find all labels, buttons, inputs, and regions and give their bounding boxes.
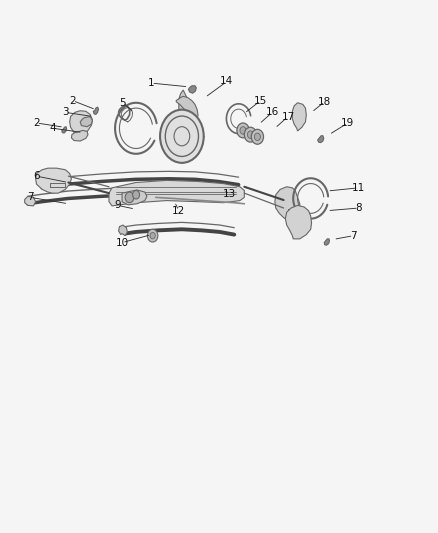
Polygon shape <box>80 117 92 127</box>
Polygon shape <box>70 111 92 136</box>
Polygon shape <box>109 180 244 206</box>
Circle shape <box>240 127 246 134</box>
Text: 12: 12 <box>172 206 185 216</box>
Text: 1: 1 <box>148 78 155 88</box>
Text: 11: 11 <box>352 183 365 193</box>
Text: 10: 10 <box>116 238 129 247</box>
Polygon shape <box>176 96 198 119</box>
Circle shape <box>237 123 249 138</box>
Circle shape <box>160 110 204 163</box>
Text: 7: 7 <box>27 192 34 203</box>
Circle shape <box>148 229 158 242</box>
Text: 15: 15 <box>254 95 267 106</box>
Polygon shape <box>93 107 99 115</box>
Text: 19: 19 <box>341 118 354 128</box>
Text: 14: 14 <box>220 77 233 86</box>
Text: 17: 17 <box>281 111 295 122</box>
Polygon shape <box>179 90 191 119</box>
Circle shape <box>150 232 155 239</box>
Text: 9: 9 <box>114 200 121 211</box>
Polygon shape <box>324 239 329 245</box>
Polygon shape <box>25 196 35 206</box>
Polygon shape <box>275 187 300 220</box>
Text: 8: 8 <box>355 203 362 213</box>
Circle shape <box>254 133 261 141</box>
Text: 3: 3 <box>62 107 69 117</box>
Polygon shape <box>62 127 67 133</box>
Polygon shape <box>318 136 324 143</box>
Polygon shape <box>119 225 127 236</box>
Text: 5: 5 <box>120 98 126 108</box>
Polygon shape <box>35 168 71 193</box>
Text: 4: 4 <box>50 123 57 133</box>
Circle shape <box>244 127 257 142</box>
Circle shape <box>247 131 254 139</box>
Text: 7: 7 <box>350 231 357 241</box>
Text: 18: 18 <box>318 96 331 107</box>
Text: 16: 16 <box>265 107 279 117</box>
Polygon shape <box>71 131 88 141</box>
Circle shape <box>125 192 134 203</box>
Polygon shape <box>122 190 147 205</box>
Circle shape <box>251 130 264 144</box>
Text: 2: 2 <box>69 95 76 106</box>
Polygon shape <box>292 103 306 131</box>
Circle shape <box>133 190 140 199</box>
Polygon shape <box>188 86 196 93</box>
Text: 6: 6 <box>33 171 40 181</box>
Polygon shape <box>286 205 311 239</box>
Text: 2: 2 <box>33 118 40 128</box>
Text: 13: 13 <box>223 189 237 199</box>
